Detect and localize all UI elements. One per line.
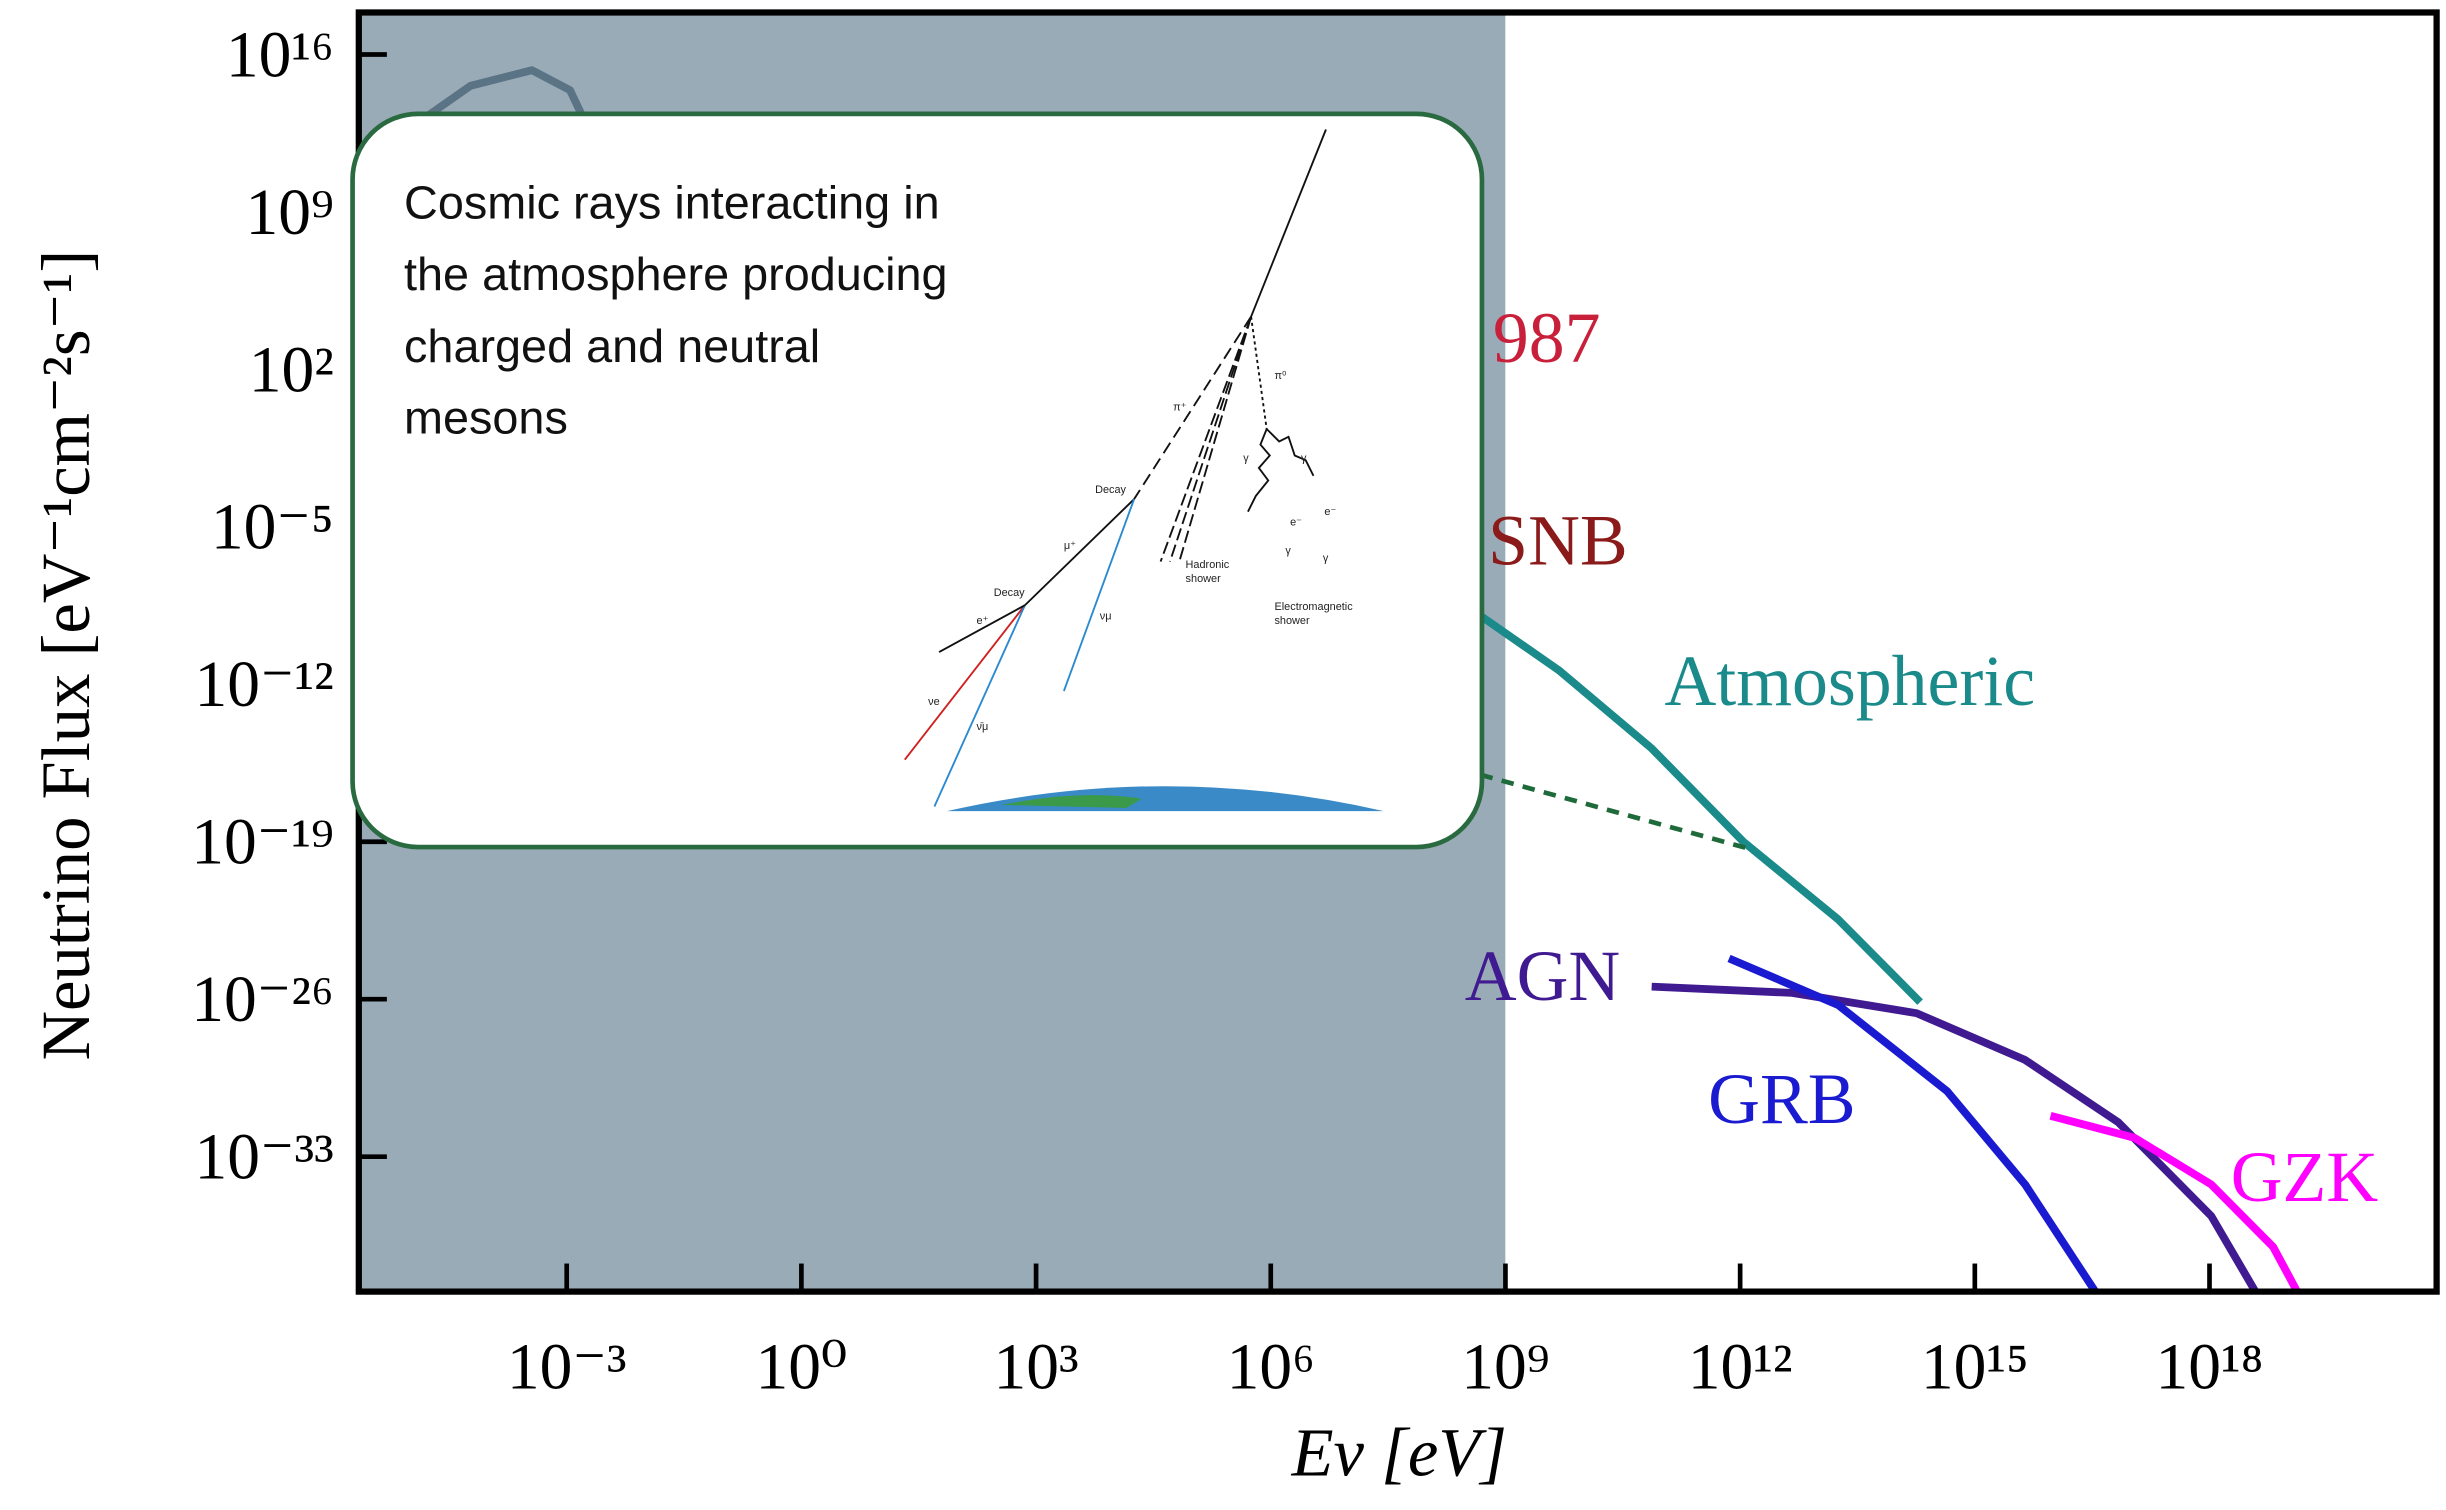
- series-line: [1727, 954, 2098, 1292]
- series-line: [1651, 982, 2259, 1292]
- inset-label: γ: [1301, 453, 1307, 465]
- x-tick-label: 10⁹: [1461, 1331, 1549, 1403]
- series-label: GRB: [1708, 1059, 1856, 1139]
- x-tick-label: 10⁰: [756, 1331, 848, 1403]
- y-tick-label: 10⁻³³: [194, 1121, 333, 1193]
- inset-label: Hadronic: [1186, 559, 1230, 571]
- ticks: 10⁻³ 10⁰ 10³ 10⁶ 10⁹ 10¹² 10¹⁵ 10¹⁸ 10¹⁶ 10⁹ 10² 10…: [191, 19, 2263, 1403]
- inset-label: γ: [1323, 553, 1329, 565]
- inset-label: γ: [1285, 545, 1291, 557]
- y-tick-label: 10⁹: [246, 177, 334, 249]
- callout-line: mesons: [404, 392, 568, 444]
- inset-diagram: [904, 129, 1384, 812]
- inset-label: νμ: [1100, 610, 1112, 622]
- y-tick-label: 10⁻⁵: [211, 492, 334, 564]
- inset-label: μ⁺: [1064, 540, 1076, 552]
- x-tick-label: 10³: [994, 1331, 1079, 1403]
- y-tick-label: 10⁻¹²: [194, 649, 333, 721]
- series-line: [1478, 612, 1923, 1005]
- inset-label: π⁺: [1173, 401, 1187, 413]
- series-line: [2049, 1112, 2301, 1292]
- callout-text: Cosmic rays interacting in the atmospher…: [404, 176, 948, 443]
- callout-line: Cosmic rays interacting in: [404, 176, 940, 228]
- inset-label: shower: [1274, 615, 1310, 627]
- series-label: AGN: [1465, 936, 1620, 1016]
- inset-label: Electromagnetic: [1274, 601, 1353, 613]
- inset-label: γ: [1243, 453, 1249, 465]
- y-tick-label: 10⁻²⁶: [191, 964, 334, 1036]
- x-tick-label: 10¹⁵: [1921, 1331, 2029, 1403]
- annotations: 987 SNB Atmospheric AGN GRB GZK: [1465, 298, 2379, 1217]
- series-line: [1479, 772, 1753, 852]
- inset-label: π⁰: [1274, 370, 1287, 382]
- y-axis-label: Neutrino Flux [eV⁻¹cm⁻²s⁻¹]: [28, 250, 104, 1061]
- inset-label: Decay: [994, 587, 1025, 599]
- inset-label: e⁻: [1324, 506, 1336, 518]
- series-label: Atmospheric: [1664, 641, 2035, 721]
- callout-line: the atmosphere producing: [404, 248, 948, 300]
- inset-label: e⁺: [977, 615, 989, 627]
- series-label: GZK: [2231, 1137, 2379, 1217]
- inset-label: Decay: [1095, 484, 1126, 496]
- y-tick-label: 10¹⁶: [226, 19, 334, 91]
- inset-label: shower: [1186, 573, 1222, 585]
- callout-line: charged and neutral: [404, 320, 820, 372]
- x-tick-label: 10¹²: [1688, 1331, 1793, 1403]
- x-axis-label: Eν [eV]: [1291, 1415, 1507, 1491]
- inset-label: νe: [928, 696, 940, 708]
- callout: Cosmic rays interacting in the atmospher…: [350, 111, 1485, 850]
- x-tick-label: 10⁻³: [507, 1331, 627, 1403]
- x-tick-label: 10⁶: [1227, 1331, 1315, 1403]
- callout-box: [350, 111, 1485, 850]
- series-label: SNB: [1488, 501, 1628, 581]
- inset-label: e⁻: [1290, 517, 1302, 529]
- series-label: 987: [1493, 298, 1601, 378]
- y-tick-label: 10²: [249, 334, 334, 406]
- y-tick-label: 10⁻¹⁹: [191, 807, 334, 879]
- plot-area: [390, 66, 2301, 1292]
- series-line: [390, 66, 587, 144]
- x-tick-label: 10¹⁸: [2156, 1331, 2264, 1403]
- inset-label: ν̄μ: [977, 721, 989, 733]
